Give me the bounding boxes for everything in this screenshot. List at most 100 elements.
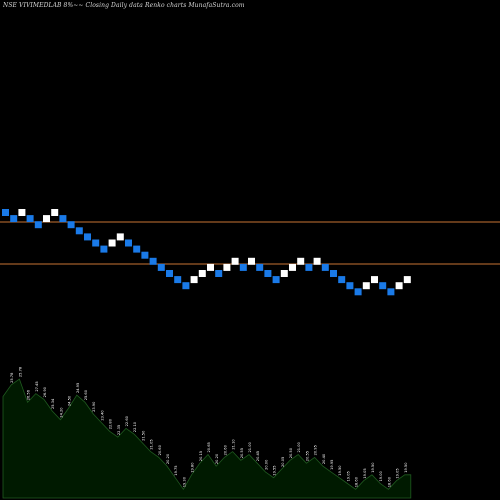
renko-bricks bbox=[2, 209, 411, 296]
renko-brick-down bbox=[387, 288, 395, 296]
renko-brick-up bbox=[108, 239, 116, 247]
renko-brick-up bbox=[395, 282, 403, 290]
renko-brick-down bbox=[321, 263, 329, 271]
renko-brick-up bbox=[248, 257, 255, 265]
renko-brick-down bbox=[215, 270, 223, 277]
volume-label: 21.00 bbox=[297, 441, 301, 452]
volume-label: 19.05 bbox=[396, 468, 400, 478]
volume-label: 20.95 bbox=[314, 445, 318, 455]
volume-area-shape bbox=[2, 378, 412, 499]
volume-label: 18.60 bbox=[387, 476, 391, 487]
renko-brick-down bbox=[239, 263, 247, 271]
volume-label: 22.10 bbox=[133, 421, 137, 432]
volume-label: 20.40 bbox=[322, 453, 326, 464]
renko-brick-down bbox=[149, 257, 157, 265]
volume-label: 24.95 bbox=[76, 383, 80, 393]
renko-brick-down bbox=[67, 221, 75, 229]
renko-brick-down bbox=[256, 263, 264, 271]
renko-brick-up bbox=[289, 263, 296, 271]
volume-label: 20.55 bbox=[305, 451, 309, 461]
volume-label: 25.60 bbox=[84, 389, 88, 400]
volume-label: 20.05 bbox=[281, 457, 285, 467]
renko-brick-down bbox=[2, 209, 9, 216]
renko-brick-up bbox=[231, 257, 239, 265]
renko-brick-up bbox=[18, 209, 26, 216]
renko-brick-down bbox=[141, 251, 149, 259]
volume-label: 19.50 bbox=[404, 462, 408, 473]
volume-label: 20.15 bbox=[199, 451, 203, 461]
renko-brick-up bbox=[207, 263, 214, 271]
renko-brick-down bbox=[10, 215, 18, 223]
renko-brick-down bbox=[272, 276, 280, 284]
volume-label: 19.95 bbox=[330, 460, 334, 470]
volume-label: 19.30 bbox=[182, 476, 186, 487]
renko-brick-down bbox=[182, 282, 190, 290]
renko-brick-down bbox=[305, 263, 313, 271]
renko-brick-up bbox=[198, 270, 206, 277]
volume-label: 20.55 bbox=[240, 448, 244, 458]
volume-label: 19.55 bbox=[273, 465, 277, 475]
renko-brick-down bbox=[34, 221, 42, 229]
volume-label: 20.20 bbox=[215, 453, 219, 464]
renko-brick-up bbox=[51, 209, 59, 216]
renko-brick-up bbox=[116, 233, 124, 241]
renko-brick-down bbox=[338, 276, 346, 284]
renko-brick-up bbox=[362, 282, 370, 290]
volume-label: 23.40 bbox=[100, 410, 104, 421]
renko-brick-down bbox=[133, 245, 141, 253]
volume-label: 20.45 bbox=[256, 451, 260, 461]
renko-brick-down bbox=[84, 233, 91, 241]
volume-label: 24.50 bbox=[68, 395, 72, 406]
volume-area bbox=[2, 378, 412, 499]
renko-brick-up bbox=[297, 257, 305, 265]
volume-label: 19.00 bbox=[379, 470, 383, 481]
volume-label: 21.10 bbox=[232, 439, 236, 450]
volume-label: 25.34 bbox=[51, 398, 55, 409]
volume-label: 20.20 bbox=[166, 453, 170, 464]
volume-label: 21.50 bbox=[141, 430, 145, 441]
volume-label: 19.50 bbox=[371, 462, 375, 473]
volume-label: 22.35 bbox=[117, 425, 121, 435]
renko-brick-up bbox=[190, 276, 198, 284]
volume-label: 21.00 bbox=[248, 441, 252, 452]
volume-label: 25.78 bbox=[18, 366, 22, 377]
volume-label: 20.65 bbox=[207, 442, 211, 452]
volume-label: 25.78 bbox=[10, 372, 14, 383]
volume-label: 21.05 bbox=[150, 439, 154, 449]
renko-brick-down bbox=[379, 282, 387, 290]
renko-brick-down bbox=[264, 270, 272, 277]
volume-label: 20.60 bbox=[223, 444, 227, 455]
renko-brick-down bbox=[330, 270, 337, 277]
volume-label: 22.80 bbox=[109, 418, 113, 429]
renko-brick-down bbox=[346, 282, 354, 290]
renko-brick-down bbox=[166, 270, 173, 277]
volume-label: 19.75 bbox=[174, 465, 178, 475]
renko-brick-down bbox=[59, 215, 67, 223]
support-lines bbox=[0, 221, 500, 265]
volume-label: 26.90 bbox=[43, 386, 47, 397]
renko-brick-up bbox=[223, 263, 231, 271]
renko-brick-down bbox=[174, 276, 182, 284]
renko-brick-up bbox=[371, 276, 378, 284]
renko-brick-down bbox=[125, 239, 132, 247]
volume-label: 19.50 bbox=[338, 465, 342, 476]
volume-label: 26.56 bbox=[27, 389, 31, 400]
volume-label: 22.60 bbox=[125, 415, 129, 426]
renko-brick-down bbox=[26, 215, 34, 223]
renko-brick-down bbox=[100, 245, 108, 253]
volume-label: 19.05 bbox=[363, 468, 367, 478]
renko-brick-down bbox=[354, 288, 362, 296]
renko-brick-down bbox=[92, 239, 100, 247]
volume-label: 18.60 bbox=[355, 476, 359, 487]
volume-labels: 25.78 25.78 26.56 27.45 26.90 25.34 24.20 24.50… bbox=[10, 366, 408, 487]
volume-label: 20.50 bbox=[289, 447, 293, 458]
volume-label: 19.05 bbox=[346, 471, 350, 481]
volume-label: 20.60 bbox=[158, 444, 162, 455]
volume-label: 27.45 bbox=[35, 381, 39, 391]
renko-brick-up bbox=[280, 270, 288, 277]
volume-label: 20.00 bbox=[264, 459, 268, 470]
renko-brick-up bbox=[403, 276, 411, 284]
renko-brick-down bbox=[75, 227, 83, 235]
